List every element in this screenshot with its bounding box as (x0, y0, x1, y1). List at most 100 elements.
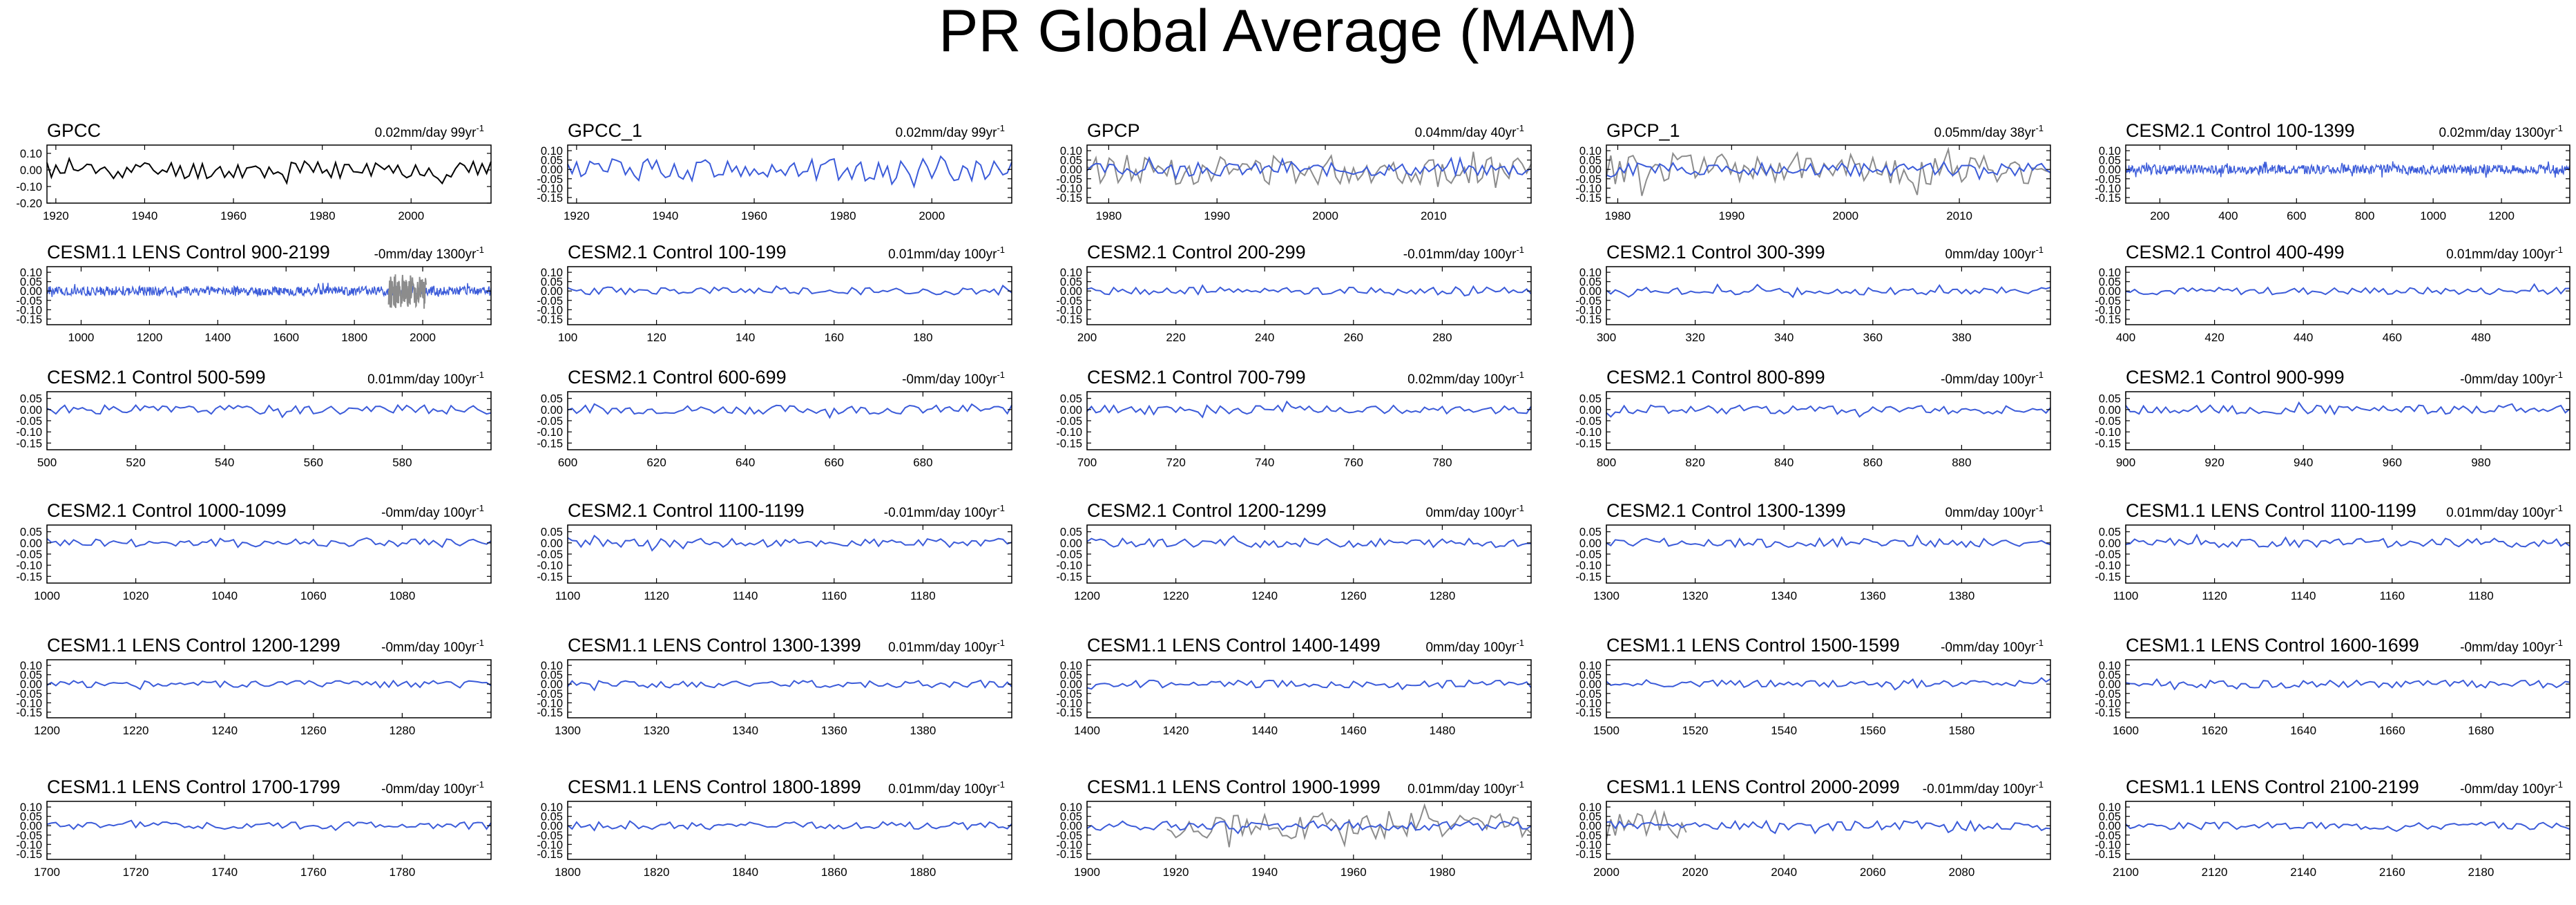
x-tick-label: 1840 (732, 866, 758, 879)
panel-28: CESM1.1 LENS Control 1900-1999 0.01mm/day… (1056, 777, 1532, 879)
x-tick-label: 740 (1255, 456, 1274, 469)
y-tick-label: 0.00 (2099, 820, 2121, 832)
x-tick-label: 820 (1685, 456, 1704, 469)
plot-frame (1086, 659, 1532, 718)
x-tick-label: 420 (2204, 331, 2224, 344)
x-tick-label: 1600 (273, 331, 299, 344)
y-tick-label: -0.15 (537, 707, 563, 719)
y-tick-label: 0.00 (541, 404, 563, 417)
y-tick-label: -0.05 (16, 830, 42, 842)
x-tick-label: 1660 (2379, 724, 2405, 737)
panel-trend: -0mm/day 100yr-1 (381, 638, 484, 655)
y-tick-label: -0.15 (1575, 707, 1602, 719)
page-title: PR Global Average (MAM) (939, 0, 1637, 64)
plot-frame (46, 801, 492, 860)
y-tick-label: -0.15 (2095, 848, 2121, 861)
x-tick-label: 320 (1685, 331, 1704, 344)
x-tick-label: 600 (558, 456, 577, 469)
y-tick-label: -0.05 (2095, 415, 2121, 428)
x-tick-label: 1720 (123, 866, 149, 879)
y-tick-label: -0.15 (537, 192, 563, 204)
series-line-model (1606, 283, 2051, 298)
panel-trend: -0mm/day 100yr-1 (2460, 779, 2563, 797)
x-tick-label: 440 (2294, 331, 2313, 344)
panel-title: CESM1.1 LENS Control 2000-2099 (1606, 777, 1900, 797)
x-tick-label: 1280 (1429, 589, 1455, 602)
y-tick-label: -0.10 (16, 181, 42, 193)
panel-25: CESM1.1 LENS Control 1600-1699 -0mm/day 1… (2095, 635, 2570, 737)
y-tick-label: 0.10 (2099, 660, 2121, 672)
plot-frame (1086, 524, 1532, 584)
panel-23: CESM1.1 LENS Control 1400-1499 0mm/day 10… (1056, 635, 1532, 737)
series-line-model (567, 403, 1012, 419)
panel-trend: -0.01mm/day 100yr-1 (884, 503, 1005, 520)
x-tick-label: 1860 (821, 866, 847, 879)
y-tick-label: -0.15 (2095, 314, 2121, 326)
series-line-overlay (1166, 803, 1532, 848)
y-tick-label: 0.10 (1579, 801, 1602, 814)
y-tick-label: -0.15 (1056, 571, 1082, 583)
series-line-model (567, 284, 1012, 296)
plot-frame (1606, 659, 2051, 718)
x-tick-label: 1100 (2113, 589, 2139, 602)
y-tick-label: 0.10 (1060, 801, 1082, 814)
panel-19: CESM2.1 Control 1300-1399 0mm/day 100yr-1… (1575, 500, 2051, 602)
panel-trend: -0mm/day 100yr-1 (2460, 370, 2563, 387)
y-tick-label: 0.05 (541, 526, 563, 539)
x-tick-label: 560 (304, 456, 323, 469)
x-tick-label: 920 (2204, 456, 2224, 469)
x-tick-label: 1420 (1163, 724, 1189, 737)
plot-frame (1086, 391, 1532, 450)
y-tick-label: 0.05 (1579, 811, 1602, 823)
y-tick-label: -0.05 (2095, 830, 2121, 842)
x-tick-label: 1300 (555, 724, 581, 737)
series-line-model (567, 820, 1012, 832)
plot-frame (46, 266, 492, 325)
plot-frame (46, 659, 492, 718)
y-tick-label: 0.10 (541, 801, 563, 814)
y-tick-label: -0.05 (2095, 173, 2121, 186)
panel-trend: -0mm/day 100yr-1 (1941, 370, 2044, 387)
plot-frame (567, 391, 1012, 450)
x-tick-label: 480 (2471, 331, 2490, 344)
plot-frame (567, 524, 1012, 584)
plot-frame (46, 144, 492, 204)
y-tick-label: -0.15 (2095, 707, 2121, 719)
x-tick-label: 260 (1344, 331, 1363, 344)
panel-3: GPCP 0.04mm/day 40yr-10.100.050.00-0.05-0… (1056, 120, 1532, 222)
series-line-model (2125, 161, 2570, 178)
x-tick-label: 860 (1863, 456, 1883, 469)
x-tick-label: 1040 (211, 589, 238, 602)
panel-title: CESM1.1 LENS Control 2100-2199 (2126, 777, 2419, 797)
y-tick-label: -0.05 (1056, 688, 1082, 701)
y-tick-label: 0.00 (541, 537, 563, 550)
y-tick-label: 0.00 (1060, 537, 1082, 550)
y-tick-label: 0.10 (20, 148, 42, 160)
y-tick-label: 0.00 (20, 285, 42, 298)
plot-frame (1606, 524, 2051, 584)
y-tick-label: -0.15 (16, 437, 42, 450)
x-tick-label: 1700 (34, 866, 60, 879)
x-tick-label: 300 (1597, 331, 1616, 344)
x-tick-label: 1920 (564, 209, 590, 222)
y-tick-label: -0.10 (537, 839, 563, 851)
x-tick-label: 1200 (1074, 589, 1100, 602)
y-tick-label: -0.10 (2095, 697, 2121, 709)
plot-frame (567, 144, 1012, 204)
y-tick-label: -0.10 (16, 304, 42, 316)
y-tick-label: 0.10 (541, 660, 563, 672)
panel-9: CESM2.1 Control 300-399 0mm/day 100yr-1 0.… (1575, 242, 2051, 344)
y-tick-label: -0.10 (1056, 560, 1082, 572)
panel-5: CESM2.1 Control 100-1399 0.02mm/day 1300y… (2095, 120, 2570, 222)
y-tick-label: 0.05 (20, 669, 42, 682)
x-tick-label: 1980 (309, 209, 336, 222)
x-tick-label: 1000 (68, 331, 95, 344)
panel-title: CESM1.1 LENS Control 1300-1399 (568, 635, 861, 656)
plot-frame (567, 659, 1012, 718)
y-tick-label: 0.05 (1579, 276, 1602, 289)
y-tick-label: -0.05 (537, 549, 563, 561)
x-tick-label: 720 (1166, 456, 1185, 469)
x-tick-label: 1980 (1605, 209, 1631, 222)
y-tick-label: 0.05 (1579, 393, 1602, 406)
series-line-model (46, 679, 492, 690)
